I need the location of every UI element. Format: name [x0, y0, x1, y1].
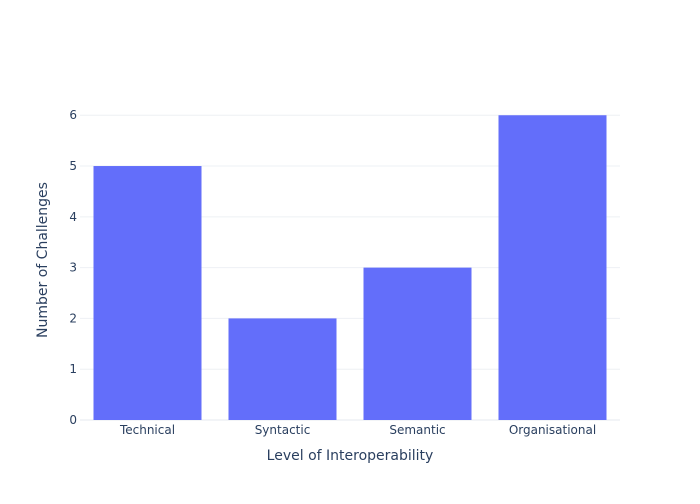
bar-semantic[interactable] — [363, 267, 472, 420]
y-tick-label: 5 — [69, 159, 77, 173]
y-tick-label: 4 — [69, 210, 77, 224]
bar-technical[interactable] — [93, 166, 202, 420]
x-axis-title: Level of Interoperability — [267, 448, 434, 464]
x-tick-label: Technical — [119, 423, 175, 437]
x-tick-label: Semantic — [389, 423, 445, 437]
bar-syntactic[interactable] — [228, 318, 337, 420]
y-axis-title: Number of Challenges — [35, 182, 51, 338]
y-tick-label: 3 — [69, 261, 77, 275]
x-axis-ticks: Technical Syntactic Semantic Organisational — [119, 423, 596, 437]
bar-organisational[interactable] — [498, 115, 607, 420]
y-tick-label: 1 — [69, 362, 77, 376]
y-axis-ticks: 0 1 2 3 4 5 6 — [69, 108, 77, 427]
y-tick-label: 0 — [69, 413, 77, 427]
y-tick-label: 6 — [69, 108, 77, 122]
y-tick-label: 2 — [69, 311, 77, 325]
x-tick-label: Organisational — [509, 423, 596, 437]
x-tick-label: Syntactic — [255, 423, 311, 437]
bars-layer — [93, 115, 607, 420]
